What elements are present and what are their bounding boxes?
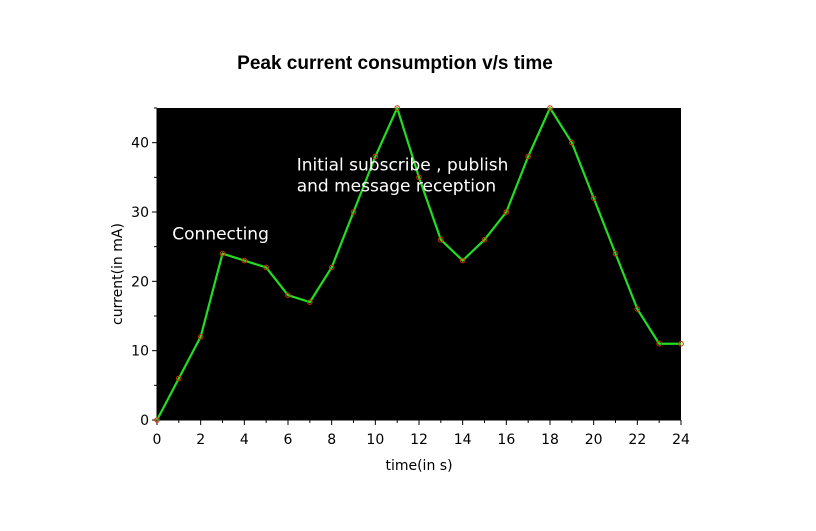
x-tick-label: 24: [672, 432, 690, 448]
x-tick-label: 4: [240, 432, 249, 448]
y-tick-label: 40: [131, 136, 149, 152]
x-tick-label: 16: [497, 432, 515, 448]
x-tick-label: 6: [284, 432, 293, 448]
x-tick-label: 0: [153, 432, 162, 448]
data-point: [547, 105, 553, 111]
x-tick-label: 8: [327, 432, 336, 448]
series-layer: [154, 105, 684, 423]
x-tick-label: 2: [196, 432, 205, 448]
data-point: [459, 257, 466, 264]
plot-area: [157, 108, 681, 420]
chart-title: Peak current consumption v/s time: [237, 53, 553, 74]
x-tick-label: 12: [410, 432, 428, 448]
data-point: [634, 306, 641, 312]
y-tick-label: 10: [131, 344, 149, 360]
data-point: [481, 236, 488, 243]
x-tick-label: 10: [366, 432, 384, 448]
data-point: [612, 250, 619, 257]
x-tick-label: 14: [454, 432, 472, 448]
y-tick-label: 0: [140, 413, 149, 429]
data-point: [241, 257, 248, 264]
data-point: [678, 340, 684, 347]
data-point: [350, 209, 357, 215]
data-point: [525, 153, 531, 160]
series-line: [156, 106, 681, 421]
data-point: [219, 250, 226, 257]
data-point: [503, 209, 510, 215]
data-point: [307, 299, 313, 305]
x-tick-label: 22: [628, 432, 646, 448]
annotation-layer: Connecting Initial subscribe , publish and…: [172, 155, 508, 244]
x-axis-title: time(in s): [385, 458, 452, 474]
data-point: [416, 174, 422, 181]
chart-annotation: Initial subscribe , publish and message r…: [297, 155, 509, 196]
chart-annotation: Connecting: [172, 225, 269, 245]
y-tick-label: 30: [131, 205, 149, 221]
y-axis-title: current(in mA): [110, 223, 126, 325]
data-point: [176, 375, 182, 382]
y-tick-label: 20: [131, 274, 149, 290]
data-point: [438, 236, 444, 243]
x-tick-label: 18: [541, 432, 559, 448]
data-point: [154, 417, 160, 423]
data-point: [394, 105, 400, 111]
data-point: [569, 139, 575, 146]
data-point: [197, 334, 204, 340]
x-tick-label: 20: [585, 432, 603, 448]
data-point: [372, 153, 379, 160]
data-point: [656, 340, 662, 347]
data-point: [590, 195, 597, 201]
data-point: [328, 264, 335, 271]
data-point: [285, 292, 291, 299]
data-point: [263, 264, 269, 271]
